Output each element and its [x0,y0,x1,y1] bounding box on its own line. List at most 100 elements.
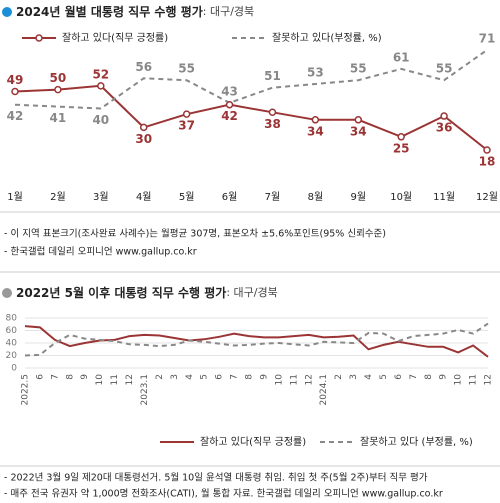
series-line [14,49,488,110]
data-label: 30 [135,132,152,146]
point [139,123,148,132]
x-tick-label: 11 [289,374,299,385]
subtitle: : 대구/경북 [226,286,277,299]
x-tick-label: 9 [439,374,449,380]
point [11,87,19,96]
data-label: 55 [350,62,367,76]
x-tick-label: 4 [364,374,374,380]
legend-label: 잘하고 있다(직무 긍정률) [200,435,306,448]
x-tick-label: 5월 [179,191,195,203]
x-tick-label: 8월 [308,191,324,203]
x-tick-label: 12 [125,374,135,385]
x-tick-label: 9 [259,374,269,380]
x-tick-label: 12월 [476,191,498,203]
data-label: 42 [7,109,24,123]
legend-label: 잘못하고 있다 (부정률, %) [360,435,473,448]
x-tick-label: 3월 [93,191,109,203]
x-tick-label: 11월 [433,191,455,203]
note: - 이 지역 표본크기(조사완료 사례수)는 월평균 307명, 표본오차 ±5… [4,228,386,240]
data-label: 56 [135,60,152,74]
x-tick-label: 4월 [136,191,152,203]
data-label: 71 [479,32,496,46]
point [440,112,448,120]
x-tick-label: 4 [185,374,195,380]
x-tick-label: 7월 [265,191,281,203]
point [182,110,191,118]
series-line [24,322,489,357]
x-tick-label: 7 [50,374,60,380]
x-tick-label: 6 [394,374,404,380]
point [483,146,491,154]
x-tick-label: 12 [304,374,314,385]
x-tick-label: 10 [454,374,464,386]
x-tick-label: 2023.1 [140,374,150,406]
legend-marker [35,34,43,42]
note: - 한국갤럽 데일리 오피니언 www.gallup.co.kr [4,246,197,258]
y-tick-label: 40 [6,339,18,349]
data-label: 61 [393,50,410,64]
point [225,100,234,109]
legend-label: 잘하고 있다(직무 긍정률) [62,31,168,44]
chart-title: 2022년 5월 이후 대통령 직무 수행 평가: 대구/경북 [16,285,278,300]
data-label: 55 [436,62,453,76]
data-label: 49 [7,73,24,87]
x-tick-label: 6 [215,374,225,380]
y-tick-label: 0 [11,364,17,374]
x-tick-label: 11 [110,374,120,385]
data-label: 37 [178,119,195,133]
point [311,116,320,124]
series-line [14,84,488,151]
data-label: 51 [264,69,281,83]
x-tick-label: 5 [379,374,389,380]
x-tick-label: 1월 [7,191,23,203]
data-label: 55 [178,62,195,76]
title-text: 2024년 월별 대통령 직무 수행 평가 [16,4,203,19]
data-label: 43 [221,84,238,98]
subtitle: : 대구/경북 [203,5,254,18]
y-tick-label: 20 [6,351,18,361]
data-label: 34 [307,124,324,138]
x-tick-label: 2024.1 [319,374,329,406]
title-bullet [2,288,12,298]
x-tick-label: 8 [245,374,255,380]
data-label: 34 [350,124,367,138]
note: - 2022년 3월 9일 제20대 대통령선거. 5월 10일 윤석열 대통령… [4,472,428,484]
title-bullet [2,7,12,17]
point [268,108,277,117]
x-tick-label: 7 [230,374,240,380]
data-label: 52 [92,67,109,81]
point [354,116,363,124]
data-label: 41 [50,111,67,125]
chart-title: 2024년 월별 대통령 직무 수행 평가: 대구/경북 [16,4,254,19]
x-tick-label: 8 [424,374,434,380]
data-label: 40 [92,113,109,127]
data-label: 25 [393,141,410,155]
x-tick-label: 10 [274,374,284,386]
point [54,85,62,94]
x-tick-label: 3 [170,374,180,380]
x-tick-label: 2022.5 [21,374,31,406]
x-tick-label: 12 [484,374,494,385]
x-tick-label: 7 [409,374,419,380]
legend-label: 잘못하고 있다(부정률, %) [272,31,382,44]
data-label: 18 [479,155,496,169]
data-label: 53 [307,65,324,79]
point [97,82,105,90]
x-tick-label: 10월 [390,191,412,203]
x-tick-label: 10 [95,374,105,386]
data-label: 50 [50,71,67,85]
data-label: 38 [264,117,281,131]
data-label: 42 [221,109,238,123]
x-tick-label: 11 [469,374,479,385]
x-tick-label: 3 [349,374,359,380]
x-tick-label: 6월 [222,191,238,203]
title-text: 2022년 5월 이후 대통령 직무 수행 평가 [16,285,226,300]
x-tick-label: 6 [35,374,45,380]
note: - 매주 전국 유권자 약 1,000명 전화조사(CATI), 월 통합 자료… [4,488,443,500]
x-tick-label: 9월 [350,191,366,203]
point [397,133,405,141]
x-tick-label: 8 [65,374,75,380]
x-tick-label: 2 [155,374,165,380]
x-tick-label: 5 [200,374,210,380]
